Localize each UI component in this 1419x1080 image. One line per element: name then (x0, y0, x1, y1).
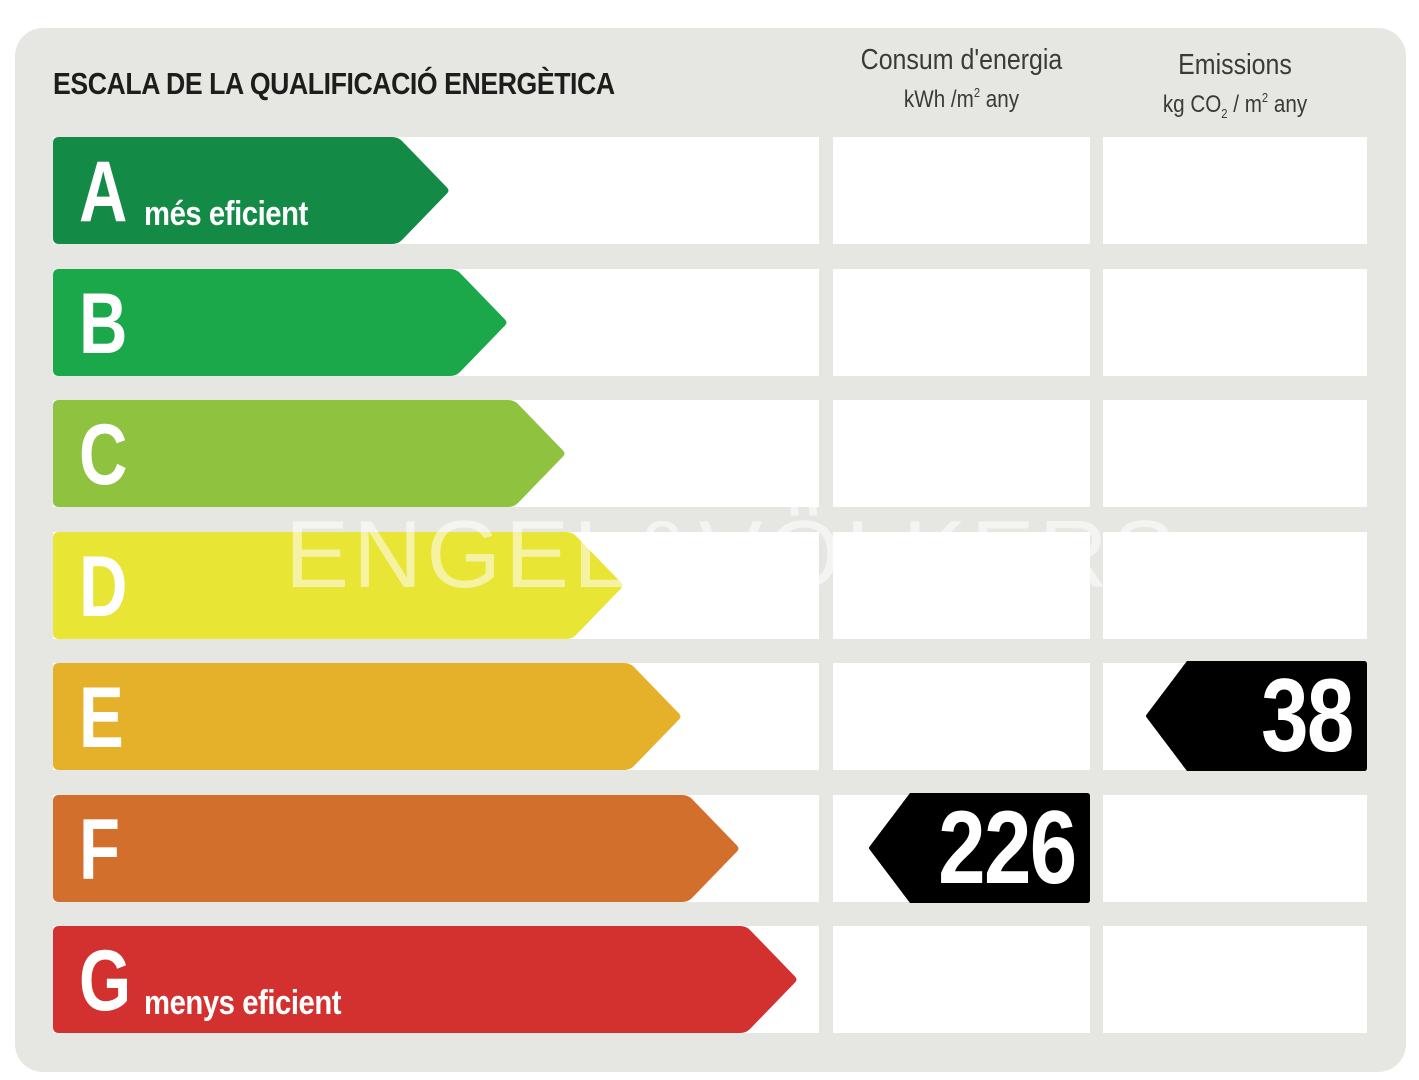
emissions-cell-g (1103, 926, 1367, 1033)
class-caption-a: més eficient (144, 195, 308, 233)
emissions-rating-badge: 38 (1145, 661, 1367, 771)
class-letter-b: B (79, 276, 128, 372)
energy-cell-c (833, 400, 1090, 507)
class-arrow-e: E (53, 663, 682, 770)
emissions-rating-value: 38 (1261, 658, 1354, 774)
energy-unit: kWh /m2 any (903, 85, 1020, 113)
emissions-cell-f (1103, 795, 1367, 902)
class-letter-a: A (79, 144, 128, 240)
class-letter-d: D (79, 539, 128, 635)
energy-rating-value: 226 (938, 790, 1078, 906)
energy-cell-d (833, 532, 1090, 639)
emissions-cell-d (1103, 532, 1367, 639)
emissions-cell-a (1103, 137, 1367, 244)
class-letter-f: F (79, 802, 120, 898)
energy-cell-g (833, 926, 1090, 1033)
energy-cell-a (833, 137, 1090, 244)
scale-title: ESCALA DE LA QUALIFICACIÓ ENERGÈTICA (53, 66, 615, 101)
class-arrow-f: F (53, 795, 740, 902)
class-letter-c: C (79, 407, 128, 503)
energy-rating-badge: 226 (868, 793, 1090, 903)
emissions-header-label: Emissions (1178, 49, 1292, 81)
energy-header-label: Consum d'energia (860, 44, 1063, 76)
energy-cell-b (833, 269, 1090, 376)
emissions-cell-c (1103, 400, 1367, 507)
energy-column-header: Consum d'energia kWh /m2 any (833, 44, 1090, 114)
class-arrow-d: D (53, 532, 624, 639)
class-arrow-c: C (53, 400, 566, 507)
class-arrow-b: B (53, 269, 508, 376)
emissions-column-header: Emissions kg CO2 / m2 any (1103, 49, 1367, 121)
emissions-unit: kg CO2 / m2 any (1162, 90, 1308, 121)
class-letter-e: E (79, 670, 124, 766)
class-letter-g: G (79, 933, 132, 1029)
energy-cell-e (833, 663, 1090, 770)
class-caption-g: menys eficient (144, 984, 342, 1022)
emissions-cell-b (1103, 269, 1367, 376)
